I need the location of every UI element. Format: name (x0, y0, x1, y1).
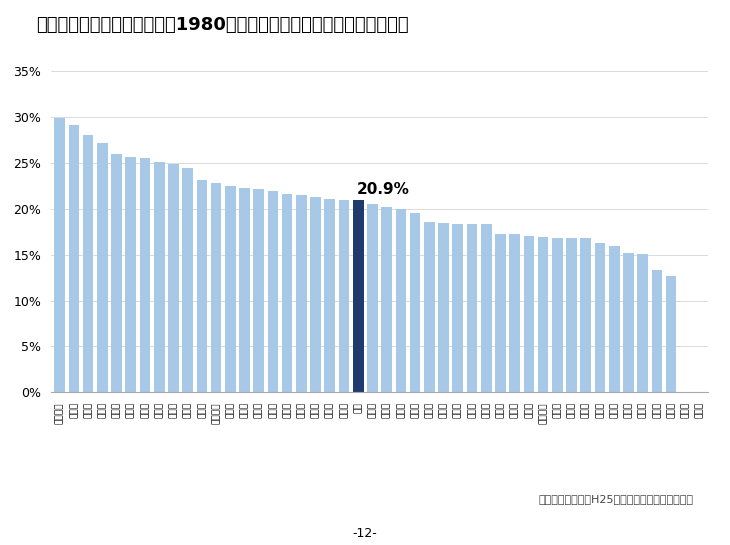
Bar (69, 125, 79, 392)
Bar (637, 253, 648, 392)
Bar (580, 238, 591, 392)
Bar (552, 238, 563, 392)
Bar (410, 213, 420, 392)
Bar (239, 189, 250, 392)
Text: 都道府県別　貸家総数の中で1980年以前に建てられた物件が占める割合: 都道府県別 貸家総数の中で1980年以前に建てられた物件が占める割合 (36, 16, 409, 34)
Bar (453, 225, 463, 392)
Bar (139, 158, 150, 392)
Bar (353, 201, 364, 392)
Bar (296, 195, 307, 392)
Bar (510, 234, 520, 392)
Bar (111, 154, 122, 392)
Bar (666, 276, 677, 392)
Bar (54, 118, 65, 392)
Bar (82, 135, 93, 392)
Bar (609, 246, 620, 392)
Bar (495, 234, 506, 392)
Bar (652, 270, 662, 392)
Bar (481, 225, 491, 392)
Bar (211, 183, 221, 392)
Text: -12-: -12- (353, 526, 377, 540)
Bar (396, 209, 407, 392)
Bar (566, 238, 577, 392)
Bar (381, 207, 392, 392)
Bar (538, 237, 548, 392)
Bar (225, 186, 236, 392)
Bar (595, 243, 605, 392)
Bar (325, 199, 335, 392)
Bar (339, 201, 350, 392)
Bar (282, 194, 293, 392)
Bar (523, 236, 534, 392)
Bar (438, 223, 449, 392)
Bar (154, 162, 164, 392)
Text: 20.9%: 20.9% (357, 181, 410, 197)
Bar (168, 164, 179, 392)
Bar (97, 143, 107, 392)
Bar (623, 253, 634, 392)
Bar (367, 204, 378, 392)
Bar (466, 225, 477, 392)
Bar (424, 221, 434, 392)
Text: （総務省統計局「H25年住宅・土地統計調査」）: （総務省統計局「H25年住宅・土地統計調査」） (539, 494, 694, 504)
Bar (126, 157, 136, 392)
Bar (268, 191, 278, 392)
Bar (182, 168, 193, 392)
Bar (196, 180, 207, 392)
Bar (310, 197, 321, 392)
Bar (253, 189, 264, 392)
